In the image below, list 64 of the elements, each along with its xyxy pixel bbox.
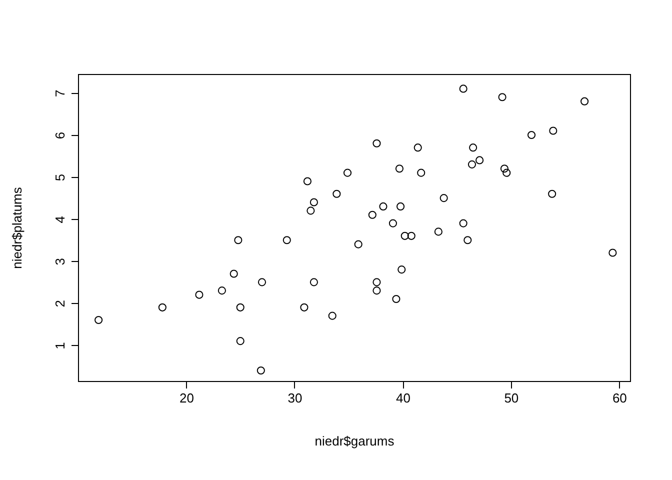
point <box>608 248 617 257</box>
point <box>379 202 388 210</box>
point <box>236 337 244 346</box>
point <box>549 126 558 135</box>
point <box>407 232 416 240</box>
point <box>400 232 409 240</box>
point <box>354 240 362 248</box>
point <box>464 236 472 244</box>
point <box>256 366 265 375</box>
point <box>94 316 103 324</box>
point <box>434 228 442 236</box>
point <box>502 168 511 177</box>
y-tick-label: 2 <box>52 300 68 308</box>
point <box>328 312 336 320</box>
point <box>158 303 166 312</box>
point <box>368 210 376 219</box>
point <box>580 97 589 106</box>
x-tick-label: 60 <box>612 390 627 406</box>
point <box>372 286 381 295</box>
point <box>300 303 308 312</box>
y-tick-label: 6 <box>52 132 68 140</box>
point <box>392 294 400 304</box>
point <box>236 303 244 312</box>
point <box>476 156 484 164</box>
point <box>258 278 266 286</box>
x-tick-label: 40 <box>396 390 410 406</box>
point <box>396 202 405 210</box>
x-axis-title: niedr$garums <box>314 434 395 448</box>
point <box>459 84 468 93</box>
point <box>372 278 381 286</box>
point <box>414 144 422 152</box>
point <box>469 144 478 152</box>
point <box>310 278 318 286</box>
y-tick-label: 7 <box>52 90 68 98</box>
point <box>398 266 406 274</box>
point <box>195 290 204 299</box>
point <box>282 236 291 244</box>
point <box>459 219 468 228</box>
point <box>372 139 381 148</box>
y-tick-label: 3 <box>52 258 68 266</box>
x-tick-label: 30 <box>288 390 302 406</box>
point <box>417 168 426 177</box>
point <box>388 219 397 228</box>
y-axis-title: niedr$platums <box>10 186 24 269</box>
point <box>303 177 312 186</box>
point <box>230 270 238 278</box>
point <box>343 168 352 177</box>
point <box>310 198 318 206</box>
point <box>548 190 556 198</box>
point <box>498 93 506 102</box>
y-tick-label: 4 <box>52 216 68 224</box>
point <box>468 160 476 168</box>
point <box>527 130 536 140</box>
y-tick-label: 1 <box>52 342 68 350</box>
point <box>234 236 242 244</box>
x-tick-label: 50 <box>504 390 519 406</box>
point <box>500 164 508 173</box>
point <box>218 286 226 295</box>
y-tick-label: 5 <box>52 174 68 182</box>
point <box>306 206 315 215</box>
x-tick-label: 20 <box>180 390 194 406</box>
point <box>332 190 341 198</box>
point <box>395 164 404 173</box>
point <box>440 194 448 202</box>
